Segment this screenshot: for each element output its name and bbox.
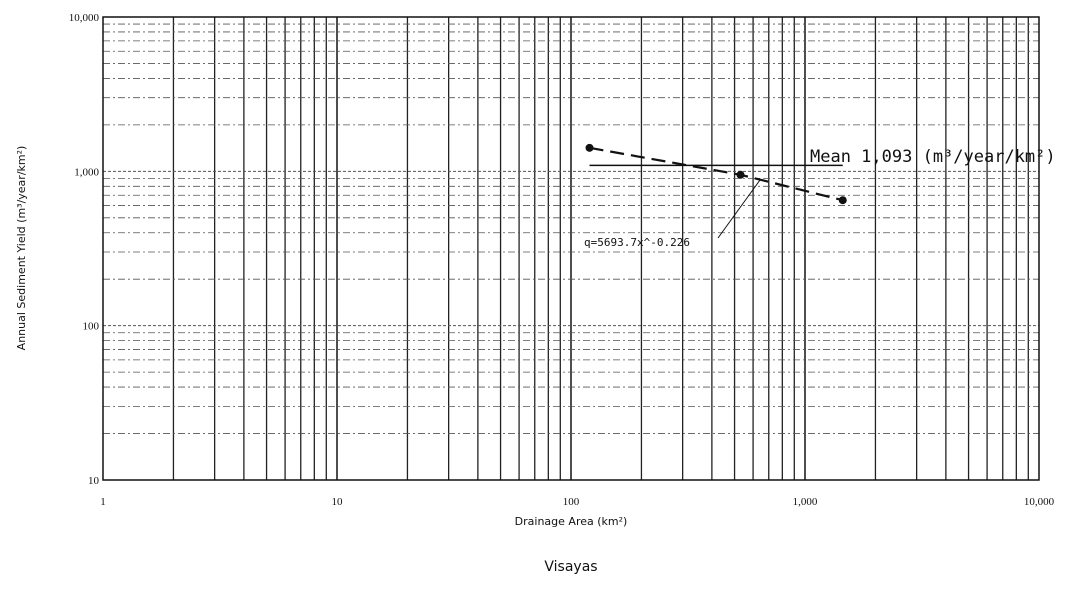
x-tick-label: 10,000 <box>1024 496 1055 508</box>
grid <box>103 17 1039 480</box>
x-tick-label: 1 <box>100 496 106 508</box>
data-layer <box>585 143 847 205</box>
x-axis-title: Drainage Area (km²) <box>515 515 628 528</box>
y-axis-title: Annual Sediment Yield (m³/year/km²) <box>15 146 28 351</box>
mean-annotation: Mean 1,093 (m³/year/km²) <box>810 147 1056 167</box>
x-tick-label: 100 <box>563 496 580 508</box>
y-tick-label: 10,000 <box>69 12 100 24</box>
regression-equation: q=5693.7x^-0.226 <box>584 236 690 249</box>
x-tick-label: 10 <box>332 496 344 508</box>
y-tick-label: 10 <box>88 475 100 487</box>
regression-leader-line <box>717 179 761 239</box>
data-point <box>838 196 847 205</box>
x-tick-labels: 1 10 100 1,000 10,000 <box>100 496 1054 508</box>
chart-title: Visayas <box>544 559 597 575</box>
y-tick-label: 1,000 <box>74 166 99 178</box>
y-tick-labels: 10 100 1,000 10,000 <box>69 12 100 487</box>
plot-frame <box>102 16 1040 481</box>
x-tick-label: 1,000 <box>793 496 818 508</box>
data-point <box>585 143 594 152</box>
y-tick-label: 100 <box>83 321 100 333</box>
data-point <box>736 170 745 179</box>
